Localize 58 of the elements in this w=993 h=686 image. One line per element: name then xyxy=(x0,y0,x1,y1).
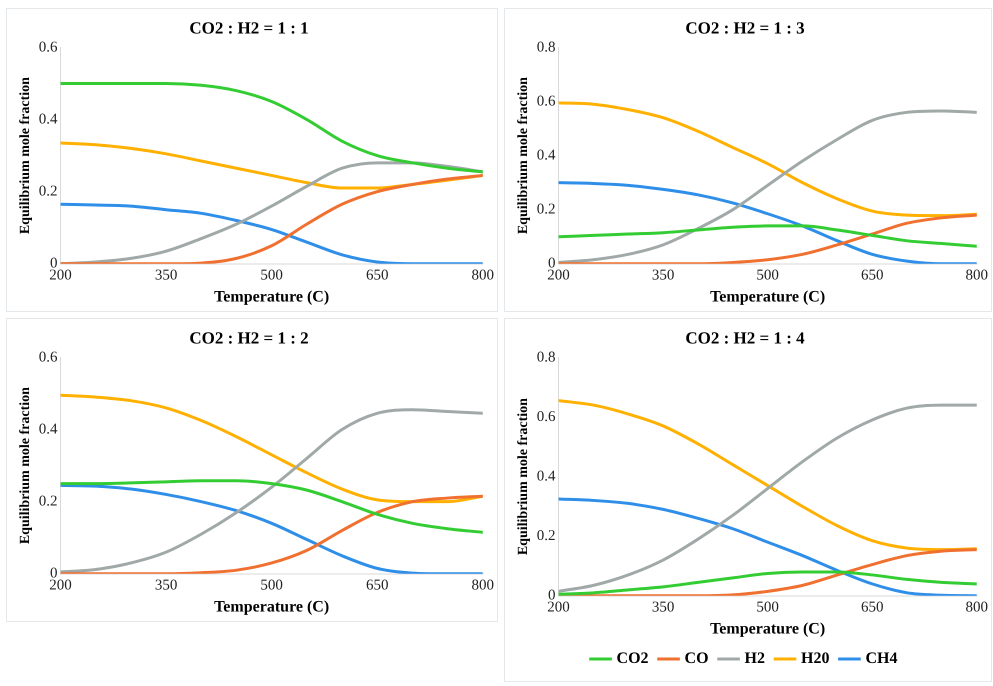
y-tick-label: 0.4 xyxy=(536,148,556,164)
y-axis-title: Equilibrium mole fraction xyxy=(516,76,532,234)
chart-title: CO2 : H2 = 1 : 1 xyxy=(189,18,309,38)
x-axis-title: Temperature (C) xyxy=(214,598,330,616)
y-tick-label: 0.8 xyxy=(536,349,556,366)
x-tick-label: 200 xyxy=(49,578,72,594)
y-tick-label: 0.2 xyxy=(38,184,58,200)
y-tick-label: 0.6 xyxy=(38,39,58,56)
y-tick-label: 0.4 xyxy=(536,468,556,485)
y-axis-title: Equilibrium mole fraction xyxy=(18,76,34,234)
x-tick-label: 200 xyxy=(547,268,570,284)
y-tick-label: 0.6 xyxy=(536,408,556,425)
x-tick-label: 800 xyxy=(472,268,494,284)
x-tick-label: 800 xyxy=(472,578,494,594)
legend-label: H20 xyxy=(801,650,830,668)
x-tick-label: 800 xyxy=(966,600,988,616)
x-tick-label: 200 xyxy=(547,600,570,616)
y-tick-label: 0.6 xyxy=(38,349,58,366)
y-tick-label: 0.2 xyxy=(536,202,556,218)
chart-title: CO2 : H2 = 1 : 2 xyxy=(189,328,309,348)
x-axis-title: Temperature (C) xyxy=(710,288,826,306)
x-tick-label: 650 xyxy=(366,578,388,594)
x-tick-label: 650 xyxy=(860,600,884,616)
x-tick-label: 500 xyxy=(260,578,283,594)
line-series xyxy=(60,394,483,504)
x-axis-title: Temperature (C) xyxy=(214,288,330,306)
x-axis-title: Temperature (C) xyxy=(710,620,826,638)
chart-title: CO2 : H2 = 1 : 3 xyxy=(685,18,805,38)
y-tick-label: 0.2 xyxy=(38,494,58,510)
y-axis-title: Equilibrium mole fraction xyxy=(18,386,34,544)
line-series xyxy=(558,101,977,218)
line-series xyxy=(60,82,483,174)
line-series xyxy=(558,399,977,552)
x-tick-label: 350 xyxy=(652,268,674,284)
x-tick-label: 350 xyxy=(154,578,178,594)
legend-label: CO xyxy=(684,650,709,668)
x-tick-label: 500 xyxy=(260,268,283,284)
chart-title: CO2 : H2 = 1 : 4 xyxy=(685,328,806,348)
y-axis-title: Equilibrium mole fraction xyxy=(516,398,532,556)
line-series xyxy=(558,404,977,593)
x-tick-label: 200 xyxy=(49,268,72,284)
y-tick-label: 0.8 xyxy=(536,39,556,56)
legend-label: H2 xyxy=(744,650,766,668)
x-tick-label: 350 xyxy=(652,600,674,616)
x-tick-label: 650 xyxy=(860,268,884,284)
x-tick-label: 350 xyxy=(154,268,178,284)
legend-label: CO2 xyxy=(616,650,649,668)
y-tick-label: 0.2 xyxy=(536,528,556,544)
legend-label: CH4 xyxy=(865,650,898,668)
x-tick-label: 650 xyxy=(366,268,388,284)
line-series xyxy=(558,224,977,248)
y-tick-label: 0.4 xyxy=(38,111,58,128)
x-tick-label: 500 xyxy=(756,600,779,616)
x-tick-label: 500 xyxy=(756,268,779,284)
y-tick-label: 0.4 xyxy=(38,421,58,438)
y-tick-label: 0.6 xyxy=(536,93,556,110)
line-series xyxy=(60,479,483,534)
x-tick-label: 800 xyxy=(966,268,988,284)
